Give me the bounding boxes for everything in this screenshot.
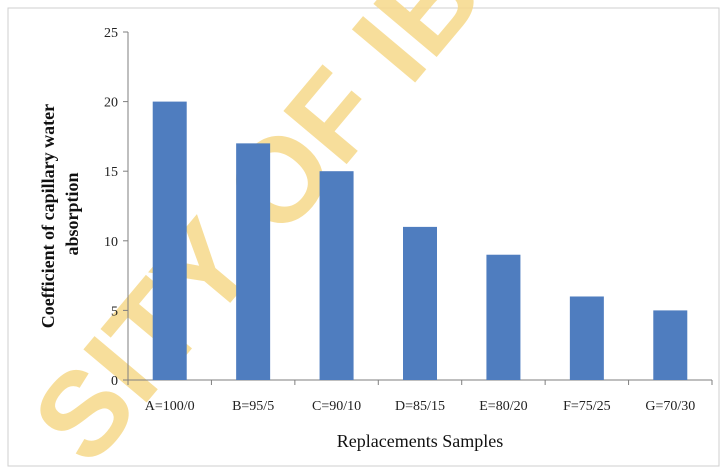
y-tick-label: 0 [111,374,118,389]
bars [152,101,688,380]
bar [152,101,187,380]
y-tick-label: 10 [104,235,118,250]
x-tick-label: E=80/20 [479,399,527,414]
bar [403,226,437,380]
bar [653,310,688,380]
x-tick-label: A=100/0 [145,399,195,414]
y-axis-title-line-1: Coefficient of capillary water [38,104,58,328]
chart-frame [7,7,720,467]
x-axis-title: Replacements Samples [337,431,503,451]
y-tick-label: 20 [104,96,118,111]
x-tick-label: G=70/30 [645,399,695,414]
y-tick-label: 25 [104,26,118,41]
x-tick-label: D=85/15 [395,399,445,414]
y-axis-title: Coefficient of capillary water absorptio… [38,100,82,329]
y-tick-labels: 0 5 10 15 20 25 [104,26,118,389]
x-tick-label: F=75/25 [563,399,611,414]
x-tick-labels: A=100/0 B=95/5 C=90/10 D=85/15 E=80/20 F=75/2… [145,399,695,414]
bar [486,254,521,380]
y-tick-label: 5 [111,304,118,319]
x-tick-label: C=90/10 [312,399,361,414]
y-axis-title-line-2: absorption [62,172,82,255]
bar [569,296,604,380]
x-tick-label: B=95/5 [232,399,274,414]
bar [319,171,354,380]
y-tick-label: 15 [104,165,118,180]
bar [236,143,271,380]
